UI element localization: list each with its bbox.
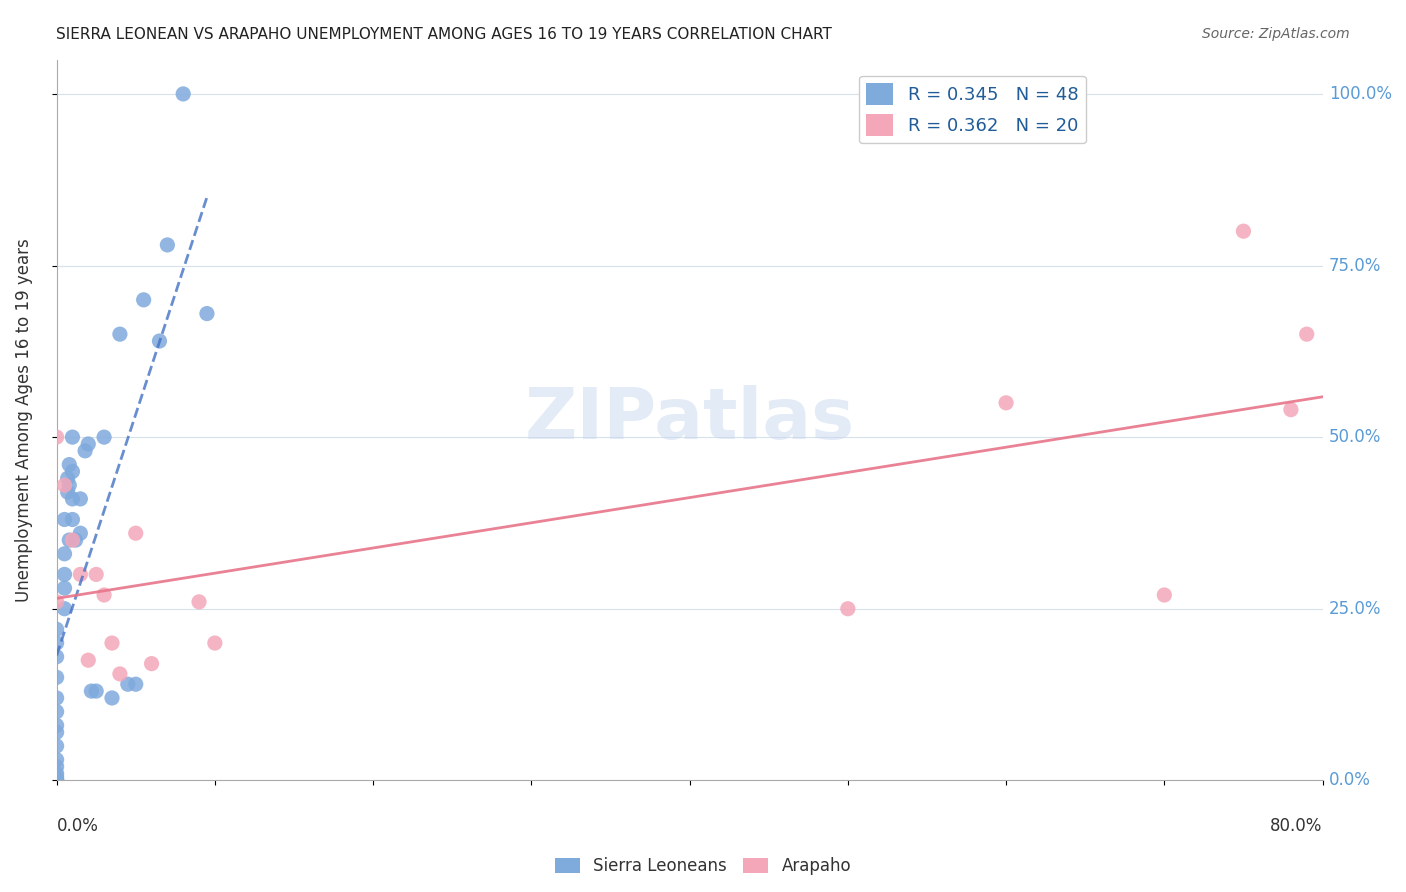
Text: 50.0%: 50.0%: [1329, 428, 1381, 446]
Point: [56, 485, 79, 500]
Point: [148, 334, 170, 348]
Point: [58, 458, 80, 472]
Point: [45, 759, 67, 773]
Point: [53, 478, 76, 492]
Point: [53, 512, 76, 526]
Point: [69, 567, 91, 582]
Point: [56, 471, 79, 485]
Point: [45, 739, 67, 753]
Point: [45, 690, 67, 705]
Point: [156, 238, 179, 252]
Point: [204, 636, 226, 650]
Point: [45, 430, 67, 444]
Point: [58, 533, 80, 547]
Point: [65, 533, 87, 547]
Y-axis label: Unemployment Among Ages 16 to 19 years: Unemployment Among Ages 16 to 19 years: [15, 238, 32, 602]
Point: [995, 396, 1018, 410]
Point: [93, 430, 115, 444]
Point: [53, 567, 76, 582]
Point: [45, 773, 67, 788]
Point: [80, 684, 103, 698]
Point: [93, 588, 115, 602]
Point: [45, 725, 67, 739]
Text: 80.0%: 80.0%: [1270, 817, 1323, 835]
Text: 25.0%: 25.0%: [1329, 599, 1381, 618]
Text: ZIPatlas: ZIPatlas: [524, 385, 855, 454]
Point: [62, 491, 84, 506]
Text: Source: ZipAtlas.com: Source: ZipAtlas.com: [1202, 27, 1350, 41]
Point: [1232, 224, 1254, 238]
Point: [69, 491, 91, 506]
Point: [53, 601, 76, 615]
Legend: Sierra Leoneans, Arapaho: Sierra Leoneans, Arapaho: [547, 849, 859, 884]
Point: [77, 437, 100, 451]
Point: [101, 636, 124, 650]
Point: [1153, 588, 1175, 602]
Point: [141, 657, 163, 671]
Point: [69, 526, 91, 541]
Point: [62, 533, 84, 547]
Point: [108, 667, 131, 681]
Point: [53, 547, 76, 561]
Point: [125, 526, 148, 541]
Point: [45, 705, 67, 719]
Point: [62, 430, 84, 444]
Point: [45, 718, 67, 732]
Point: [77, 653, 100, 667]
Point: [125, 677, 148, 691]
Point: [45, 623, 67, 637]
Point: [45, 773, 67, 788]
Point: [101, 690, 124, 705]
Point: [117, 677, 139, 691]
Point: [45, 649, 67, 664]
Point: [84, 567, 107, 582]
Point: [132, 293, 155, 307]
Text: 100.0%: 100.0%: [1329, 85, 1392, 103]
Point: [108, 327, 131, 342]
Point: [45, 753, 67, 767]
Point: [1295, 327, 1317, 342]
Point: [84, 684, 107, 698]
Point: [62, 512, 84, 526]
Text: 0.0%: 0.0%: [1329, 772, 1371, 789]
Point: [58, 478, 80, 492]
Point: [45, 773, 67, 788]
Point: [45, 636, 67, 650]
Point: [45, 770, 67, 784]
Point: [53, 581, 76, 595]
Point: [45, 766, 67, 780]
Point: [188, 595, 211, 609]
Point: [195, 307, 218, 321]
Point: [172, 87, 194, 101]
Point: [75, 443, 97, 458]
Point: [45, 670, 67, 684]
Point: [837, 601, 859, 615]
Text: SIERRA LEONEAN VS ARAPAHO UNEMPLOYMENT AMONG AGES 16 TO 19 YEARS CORRELATION CHA: SIERRA LEONEAN VS ARAPAHO UNEMPLOYMENT A…: [56, 27, 832, 42]
Legend: R = 0.345   N = 48, R = 0.362   N = 20: R = 0.345 N = 48, R = 0.362 N = 20: [859, 76, 1085, 144]
Text: 75.0%: 75.0%: [1329, 257, 1381, 275]
Point: [1279, 402, 1302, 417]
Text: 0.0%: 0.0%: [56, 817, 98, 835]
Point: [45, 595, 67, 609]
Point: [62, 465, 84, 479]
Point: [45, 773, 67, 788]
